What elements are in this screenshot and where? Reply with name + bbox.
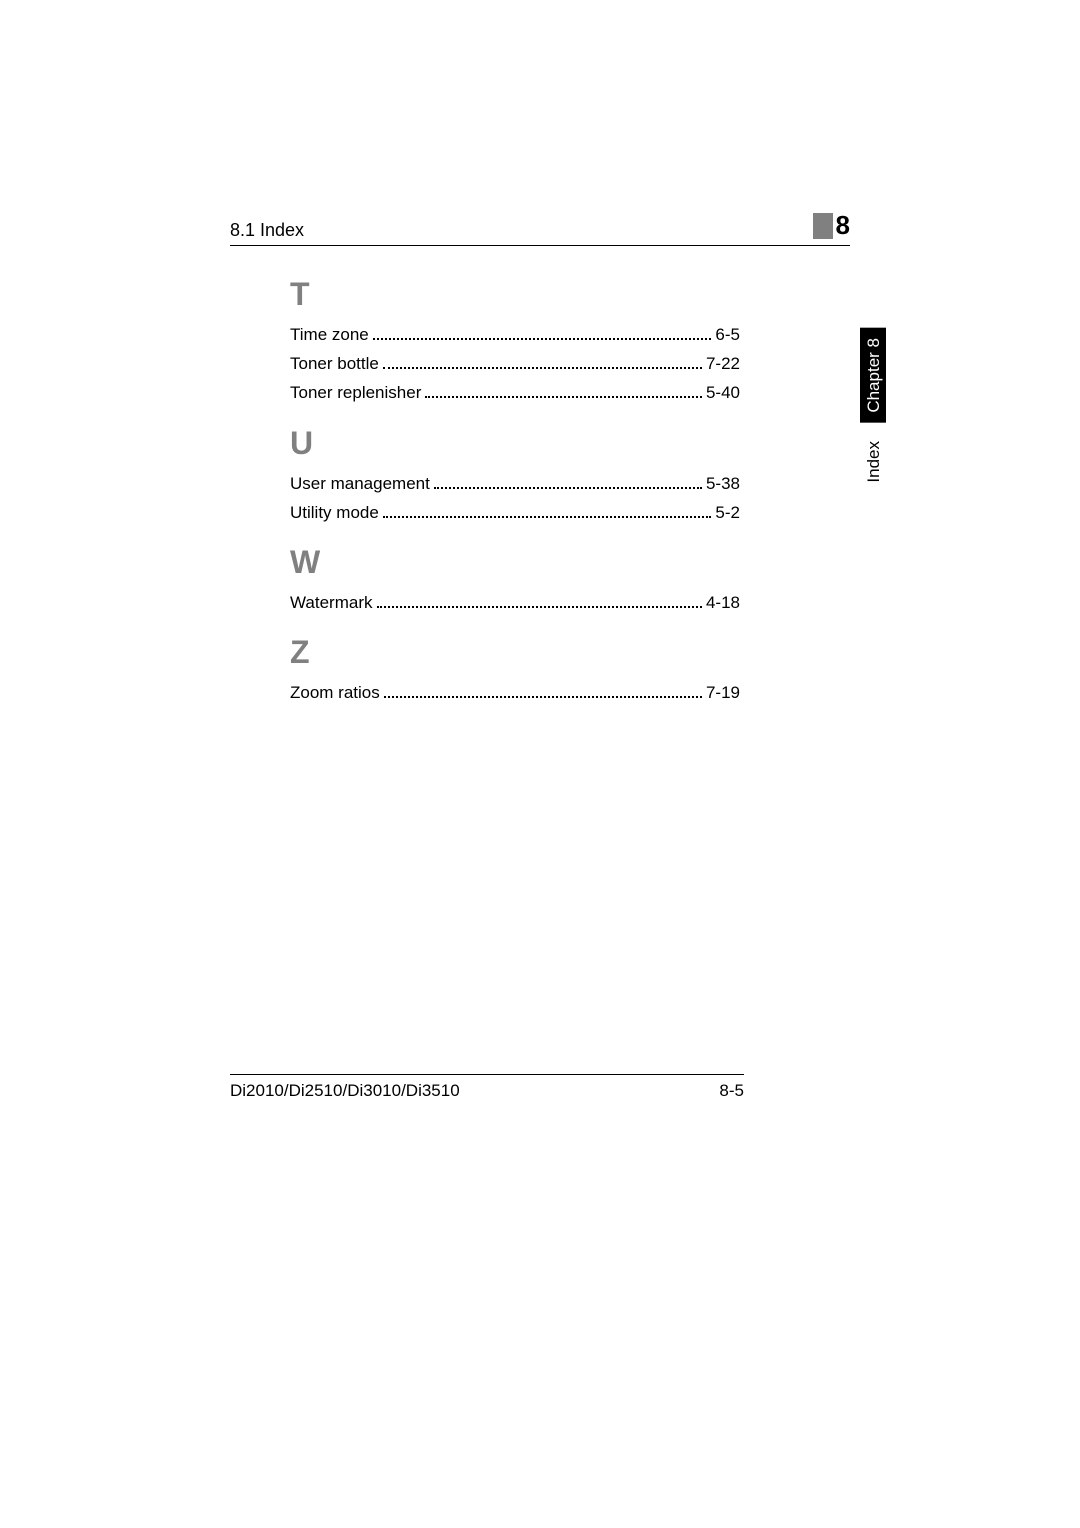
index-entry: Watermark 4-18 (290, 589, 740, 616)
entry-term: Watermark (290, 589, 373, 616)
entry-term: Time zone (290, 321, 369, 348)
index-tab: Index (860, 431, 886, 493)
index-entry: Zoom ratios 7-19 (290, 679, 740, 706)
section-title: 8.1 Index (230, 220, 304, 241)
entry-page: 7-19 (706, 679, 740, 706)
leader-dots (383, 516, 712, 518)
index-entry: Time zone 6-5 (290, 321, 740, 348)
entry-page: 5-2 (715, 499, 740, 526)
index-entry: Toner replenisher 5-40 (290, 379, 740, 406)
entry-term: User management (290, 470, 430, 497)
chapter-tab: Chapter 8 (860, 328, 886, 423)
entry-page: 4-18 (706, 589, 740, 616)
entry-term: Toner bottle (290, 350, 379, 377)
header-row: 8.1 Index 8 (230, 210, 850, 246)
index-entry: Toner bottle 7-22 (290, 350, 740, 377)
index-entry: User management 5-38 (290, 470, 740, 497)
entry-page: 5-40 (706, 379, 740, 406)
section-letter-t: T (290, 276, 740, 313)
page-content: 8.1 Index 8 T Time zone 6-5 Toner bottle… (230, 210, 850, 708)
chapter-number: 8 (836, 210, 850, 241)
leader-dots (434, 487, 702, 489)
leader-dots (377, 606, 702, 608)
leader-dots (383, 367, 702, 369)
leader-dots (384, 696, 702, 698)
entry-term: Toner replenisher (290, 379, 421, 406)
section-letter-z: Z (290, 634, 740, 671)
entry-page: 6-5 (715, 321, 740, 348)
leader-dots (425, 396, 702, 398)
leader-dots (373, 338, 712, 340)
chapter-gray-block (813, 213, 833, 239)
index-content: T Time zone 6-5 Toner bottle 7-22 Toner … (230, 276, 740, 706)
entry-term: Zoom ratios (290, 679, 380, 706)
section-letter-u: U (290, 425, 740, 462)
entry-page: 7-22 (706, 350, 740, 377)
footer-model: Di2010/Di2510/Di3010/Di3510 (230, 1081, 460, 1101)
side-tabs: Chapter 8 Index (860, 328, 886, 492)
footer: Di2010/Di2510/Di3010/Di3510 8-5 (230, 1074, 744, 1101)
index-entry: Utility mode 5-2 (290, 499, 740, 526)
entry-term: Utility mode (290, 499, 379, 526)
chapter-number-box: 8 (813, 210, 850, 241)
footer-page-number: 8-5 (719, 1081, 744, 1101)
section-letter-w: W (290, 544, 740, 581)
entry-page: 5-38 (706, 470, 740, 497)
